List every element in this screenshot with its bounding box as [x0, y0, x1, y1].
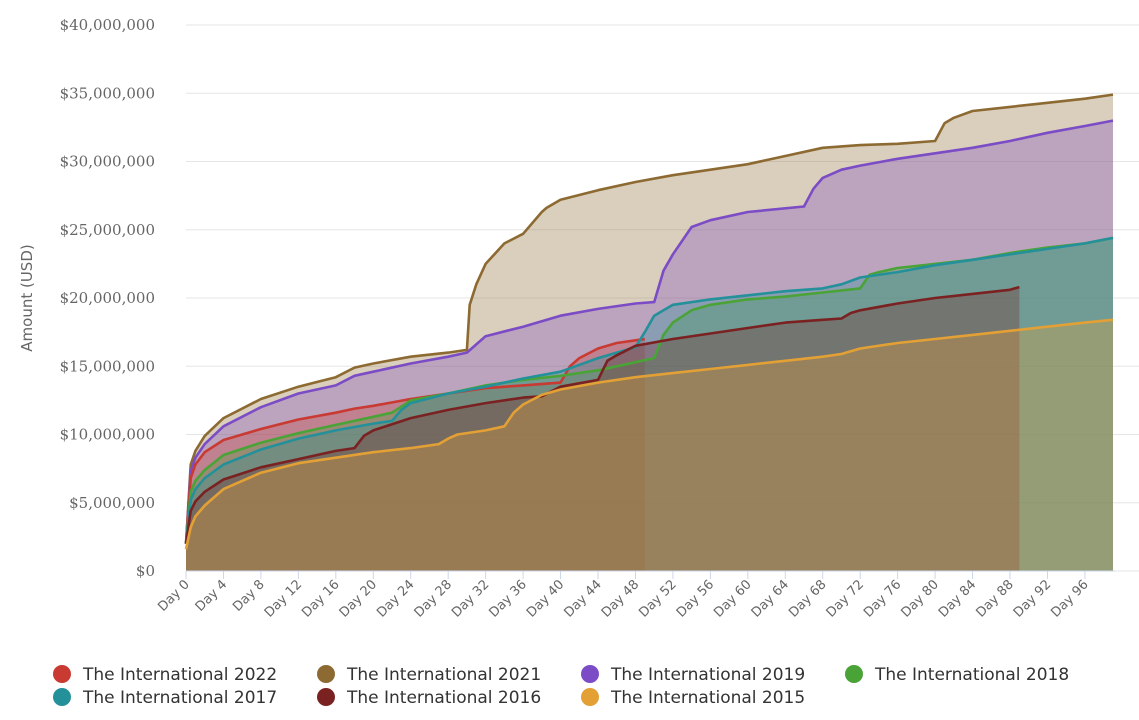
area-the-international-2018 — [186, 237, 1113, 571]
x-tick-label: Day 88 — [973, 577, 1016, 620]
y-tick-label: $40,000,000 — [60, 16, 155, 34]
legend-marker-icon — [581, 688, 599, 706]
line-the-international-2017[interactable] — [184, 236, 1114, 544]
legend-label: The International 2017 — [82, 688, 277, 708]
x-tick-label: Day 68 — [786, 577, 829, 620]
y-tick-label: $15,000,000 — [60, 357, 155, 375]
y-tick-label: $25,000,000 — [60, 221, 155, 239]
y-tick-label: $35,000,000 — [60, 84, 155, 102]
y-axis-title: Amount (USD) — [18, 244, 36, 351]
x-tick-label: Day 64 — [749, 577, 792, 620]
legend-marker-icon — [317, 688, 335, 706]
x-tick-label: Day 16 — [299, 577, 342, 620]
line-the-international-2018[interactable] — [184, 236, 1114, 544]
legend-item-the-international-2021[interactable]: The International 2021 — [317, 665, 541, 685]
legend-label: The International 2015 — [610, 688, 805, 708]
x-tick-label: Day 92 — [1011, 577, 1054, 620]
legend-item-the-international-2018[interactable]: The International 2018 — [845, 665, 1069, 685]
x-tick-label: Day 28 — [412, 577, 455, 620]
x-tick-label: Day 60 — [711, 577, 754, 620]
legend-label: The International 2021 — [346, 665, 541, 685]
line-the-international-2022[interactable] — [184, 337, 645, 544]
area-the-international-2017 — [186, 237, 1113, 571]
y-tick-label: $5,000,000 — [69, 494, 155, 512]
line-the-international-2021[interactable] — [184, 93, 1114, 544]
legend: The International 2022 The International … — [53, 665, 1069, 708]
x-tick-label: Day 4 — [193, 577, 231, 615]
series-areas — [186, 94, 1113, 571]
legend-item-the-international-2017[interactable]: The International 2017 — [53, 688, 277, 708]
x-tick-label: Day 76 — [861, 577, 904, 620]
gridlines — [186, 24, 1139, 572]
legend-label: The International 2022 — [82, 665, 277, 685]
x-tick-label: Day 32 — [449, 577, 492, 620]
x-tick-label: Day 36 — [487, 577, 530, 620]
legend-marker-icon — [845, 665, 863, 683]
legend-item-the-international-2016[interactable]: The International 2016 — [317, 688, 541, 708]
y-axis-ticks: $0 $5,000,000 $10,000,000 $15,000,000 $20,00… — [60, 16, 155, 580]
legend-label: The International 2016 — [346, 688, 541, 708]
x-tick-label: Day 0 — [155, 577, 193, 615]
legend-item-the-international-2022[interactable]: The International 2022 — [53, 665, 277, 685]
area-the-international-2019 — [186, 120, 1113, 571]
line-the-international-2016[interactable] — [184, 285, 1020, 544]
x-tick-label: Day 80 — [899, 577, 942, 620]
x-tick-label: Day 24 — [374, 577, 417, 620]
x-tick-label: Day 44 — [561, 577, 604, 620]
legend-marker-icon — [317, 665, 335, 683]
area-the-international-2015 — [186, 319, 1113, 571]
y-tick-label: $0 — [136, 562, 155, 580]
x-tick-label: Day 48 — [599, 577, 642, 620]
legend-marker-icon — [581, 665, 599, 683]
x-tick-label: Day 84 — [936, 577, 979, 620]
legend-marker-icon — [53, 688, 71, 706]
y-tick-label: $10,000,000 — [60, 426, 155, 444]
series-lines — [184, 93, 1114, 550]
legend-marker-icon — [53, 665, 71, 683]
legend-item-the-international-2015[interactable]: The International 2015 — [581, 688, 805, 708]
y-tick-label: $30,000,000 — [60, 153, 155, 171]
x-tick-label: Day 20 — [337, 577, 380, 620]
legend-label: The International 2019 — [610, 665, 805, 685]
line-the-international-2015[interactable] — [184, 318, 1114, 550]
x-tick-label: Day 96 — [1048, 577, 1091, 620]
legend-item-the-international-2019[interactable]: The International 2019 — [581, 665, 805, 685]
legend-label: The International 2018 — [874, 665, 1069, 685]
x-tick-label: Day 52 — [636, 577, 679, 620]
y-tick-label: $20,000,000 — [60, 289, 155, 307]
x-tick-label: Day 72 — [824, 577, 867, 620]
x-tick-label: Day 56 — [674, 577, 717, 620]
area-the-international-2021 — [186, 94, 1113, 571]
x-tick-label: Day 40 — [524, 577, 567, 620]
x-tick-label: Day 12 — [262, 577, 305, 620]
line-the-international-2019[interactable] — [184, 119, 1114, 544]
